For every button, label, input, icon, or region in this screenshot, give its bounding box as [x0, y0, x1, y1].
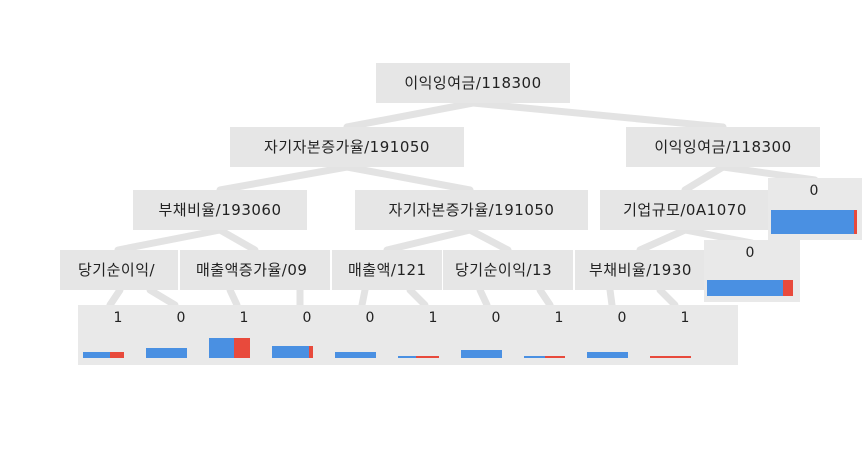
- leaf-6-class1-bar: [416, 356, 439, 358]
- edge-ll-lll: [114, 226, 224, 254]
- edge-rl-rll: [636, 226, 689, 254]
- node-right-left[interactable]: 기업규모/0A1070: [600, 190, 770, 230]
- edge-leaf-8: [536, 286, 554, 309]
- leaf-6-label: 1: [428, 310, 438, 326]
- edge-leaf-9: [606, 286, 616, 309]
- leaf-4-class1-bar: [308, 346, 313, 358]
- edge-left-lr: [343, 163, 474, 194]
- leaf-5-label: 0: [365, 310, 375, 326]
- node-lrl[interactable]: 매출액/121: [332, 250, 442, 290]
- node-lll[interactable]: 당기순이익/: [60, 250, 178, 290]
- side-leaf-panel-1: 0: [768, 178, 862, 240]
- leaf-3-class1-bar: [233, 338, 250, 358]
- node-left-right[interactable]: 자기자본증가율/191050: [355, 190, 588, 230]
- leaf-3-label: 1: [239, 310, 249, 326]
- node-left[interactable]: 자기자본증가율/191050: [230, 127, 464, 167]
- leaf-8-class0-bar: [524, 356, 545, 358]
- leaf-1-class1-bar: [109, 352, 124, 358]
- leaf-7-label: 0: [491, 310, 501, 326]
- edge-right-rr: [719, 163, 819, 184]
- node-lll-label: 당기순이익/: [78, 261, 156, 279]
- leaf-2-label: 0: [176, 310, 186, 326]
- leaf-6-class0-bar: [398, 356, 417, 358]
- leaf-8-class1-bar: [544, 356, 565, 358]
- edge-leaf-3: [226, 286, 241, 309]
- edge-leaf-2: [146, 286, 179, 309]
- node-root-label: 이익잉여금/118300: [404, 74, 542, 92]
- edge-leaf-1: [106, 286, 124, 309]
- edge-root-right: [469, 99, 727, 131]
- edge-lr-lrr: [466, 226, 512, 254]
- leaf-panel: 1 0 1 0 0 1 0 1 0 1: [78, 305, 738, 365]
- leaf-5-class0-bar: [335, 352, 376, 358]
- side-leaf-1-class0-bar: [771, 210, 855, 234]
- node-llr-label: 매출액증가율/09: [196, 261, 308, 279]
- leaf-7-class0-bar: [461, 350, 502, 358]
- node-lrr-label: 당기순이익/13: [455, 261, 553, 279]
- edge-right-rl: [681, 163, 727, 194]
- edge-lr-lrl: [383, 226, 474, 254]
- edge-root-left: [343, 99, 477, 131]
- leaf-1-label: 1: [113, 310, 123, 326]
- node-lrr[interactable]: 당기순이익/13: [443, 250, 573, 290]
- leaf-3-class0-bar: [209, 338, 234, 358]
- leaf-10-class1-bar: [650, 356, 691, 358]
- node-root[interactable]: 이익잉여금/118300: [376, 63, 570, 103]
- leaf-1-class0-bar: [83, 352, 110, 358]
- side-leaf-2-class0-bar: [707, 280, 783, 296]
- node-left-right-label: 자기자본증가율/191050: [388, 201, 555, 219]
- edge-left-ll: [216, 163, 351, 194]
- edge-leaf-10: [656, 286, 679, 309]
- side-leaf-1-class1-bar: [854, 210, 857, 234]
- node-llr[interactable]: 매출액증가율/09: [180, 250, 330, 290]
- leaf-8-label: 1: [554, 310, 564, 326]
- side-leaf-1-label: 0: [809, 183, 819, 199]
- edge-leaf-6: [406, 286, 429, 309]
- edge-leaf-5: [358, 286, 369, 309]
- leaf-4-class0-bar: [272, 346, 309, 358]
- side-leaf-2-class1-bar: [782, 280, 793, 296]
- node-left-label: 자기자본증가율/191050: [264, 138, 430, 156]
- leaf-4-label: 0: [302, 310, 312, 326]
- node-left-left-label: 부채비율/193060: [158, 201, 282, 219]
- side-leaf-2-label: 0: [745, 245, 755, 261]
- side-leaf-panel-2: 0: [704, 240, 800, 302]
- edge-leaf-7: [476, 286, 491, 309]
- leaf-10-label: 1: [680, 310, 690, 326]
- leaf-9-label: 0: [617, 310, 627, 326]
- node-left-left[interactable]: 부채비율/193060: [133, 190, 307, 230]
- node-rll[interactable]: 부채비율/1930: [575, 250, 705, 290]
- node-right-left-label: 기업규모/0A1070: [623, 201, 747, 219]
- leaf-2-class0-bar: [146, 348, 187, 358]
- edge-ll-llr: [216, 226, 259, 254]
- node-right[interactable]: 이익잉여금/118300: [626, 127, 820, 167]
- node-right-label: 이익잉여금/118300: [654, 138, 792, 156]
- leaf-9-class0-bar: [587, 352, 628, 358]
- node-rll-label: 부채비율/1930: [589, 261, 692, 279]
- node-lrl-label: 매출액/121: [348, 261, 427, 279]
